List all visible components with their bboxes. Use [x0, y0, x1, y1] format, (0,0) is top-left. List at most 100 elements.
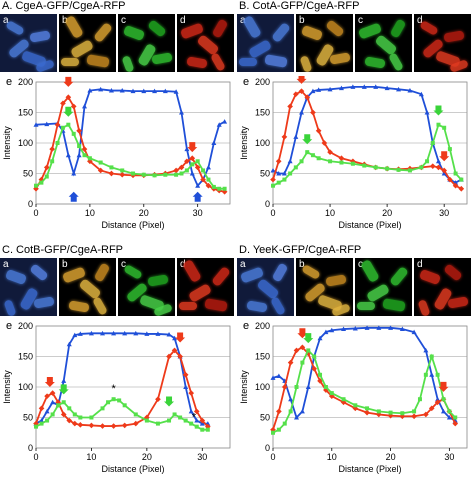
data-point	[201, 168, 206, 173]
data-point	[82, 103, 87, 109]
y-tick-label: 150	[255, 352, 270, 362]
x-tick-label: 0	[270, 452, 275, 462]
annotation: *	[111, 383, 116, 395]
data-point	[39, 421, 44, 426]
data-point	[61, 400, 66, 405]
data-point	[281, 171, 287, 176]
spore-cell	[299, 55, 313, 72]
data-point	[364, 325, 370, 330]
data-point	[130, 88, 136, 94]
data-point	[108, 88, 114, 93]
panel-title: B. CotA-GFP/CgeA-RFP	[239, 0, 360, 12]
data-point	[423, 372, 428, 377]
y-tick-label: 200	[18, 321, 33, 331]
micrograph-label: d	[417, 15, 423, 26]
data-point	[111, 397, 116, 402]
spore-cell	[186, 56, 208, 69]
data-point	[155, 331, 161, 336]
data-point	[384, 85, 390, 91]
data-point	[446, 415, 452, 420]
spore-cell	[246, 300, 268, 313]
y-tick-label: 50	[260, 413, 270, 423]
data-point	[434, 399, 441, 406]
data-point	[66, 341, 72, 347]
data-point	[189, 421, 194, 426]
x-tick-label: 10	[85, 208, 95, 218]
data-point	[453, 171, 458, 176]
data-point	[288, 171, 293, 176]
data-point	[447, 147, 452, 152]
micrograph-b: b	[296, 258, 353, 316]
x-tick-label: 20	[386, 452, 396, 462]
micrograph-a: a	[237, 258, 294, 316]
data-point	[152, 88, 158, 94]
x-axis-label: Distance (Pixel)	[338, 464, 401, 474]
data-point	[429, 354, 434, 359]
data-point	[173, 89, 179, 94]
data-point	[166, 332, 172, 337]
data-point	[43, 164, 50, 171]
data-point	[205, 164, 211, 170]
data-point	[205, 427, 210, 432]
y-tick-label: 150	[255, 108, 270, 118]
spore-cell	[3, 299, 17, 316]
micrograph-label: d	[417, 259, 423, 270]
data-point	[412, 409, 417, 414]
spore-cell	[93, 262, 111, 283]
data-point	[423, 411, 429, 418]
arrow-marker	[296, 76, 307, 84]
data-point	[373, 84, 379, 89]
data-point	[276, 373, 282, 379]
data-point	[388, 325, 394, 330]
x-tick-label: 20	[139, 208, 149, 218]
data-point	[447, 176, 453, 183]
micrograph-a: a	[0, 258, 57, 316]
data-point	[293, 165, 298, 170]
spore-cell	[121, 55, 135, 72]
data-point	[441, 397, 446, 402]
series-line-gfp	[35, 123, 225, 190]
spore-cell	[418, 268, 442, 286]
data-point	[211, 184, 216, 189]
data-point	[217, 186, 222, 191]
spore-cell	[301, 264, 321, 280]
data-point	[184, 158, 190, 165]
x-axis-label: Distance (Pixel)	[101, 220, 164, 230]
intensity-chart: 0 50 100 150 200 0 10 20 30 Distance (Pixel) Inten…	[2, 321, 231, 474]
data-point	[178, 164, 185, 171]
data-point	[435, 372, 440, 377]
data-point	[172, 335, 178, 341]
data-point	[276, 427, 281, 432]
spore-cell	[389, 18, 407, 39]
data-point	[222, 119, 228, 124]
data-point	[317, 335, 323, 341]
data-point	[271, 430, 275, 435]
data-point	[270, 176, 276, 183]
x-tick-label: 20	[382, 208, 392, 218]
data-point	[71, 171, 77, 176]
spore-cell	[5, 20, 25, 36]
y-tick-label: 100	[255, 382, 270, 392]
data-point	[60, 125, 65, 130]
spore-cell	[4, 268, 28, 286]
data-point	[388, 410, 393, 415]
data-point	[316, 156, 321, 161]
panel-title: C. CotB-GFP/CgeA-RFP	[2, 244, 124, 256]
data-point	[270, 167, 276, 173]
data-point	[350, 84, 356, 89]
spore-cell	[329, 52, 351, 65]
spore-cell	[92, 296, 108, 316]
data-point	[453, 415, 458, 420]
y-axis-label: Intensity	[239, 370, 249, 404]
data-point	[183, 384, 189, 389]
data-point	[293, 134, 299, 139]
data-point	[144, 331, 150, 336]
y-tick-label: 0	[265, 199, 270, 209]
y-tick-label: 50	[23, 169, 33, 179]
data-point	[200, 176, 206, 183]
y-tick-label: 100	[255, 138, 270, 148]
data-point	[294, 415, 300, 420]
panel-B: B. CotA-GFP/CgeA-RFP a b c d e 050100150…	[237, 0, 474, 240]
y-tick-label: 50	[23, 413, 33, 423]
micrograph-label: d	[180, 15, 186, 26]
